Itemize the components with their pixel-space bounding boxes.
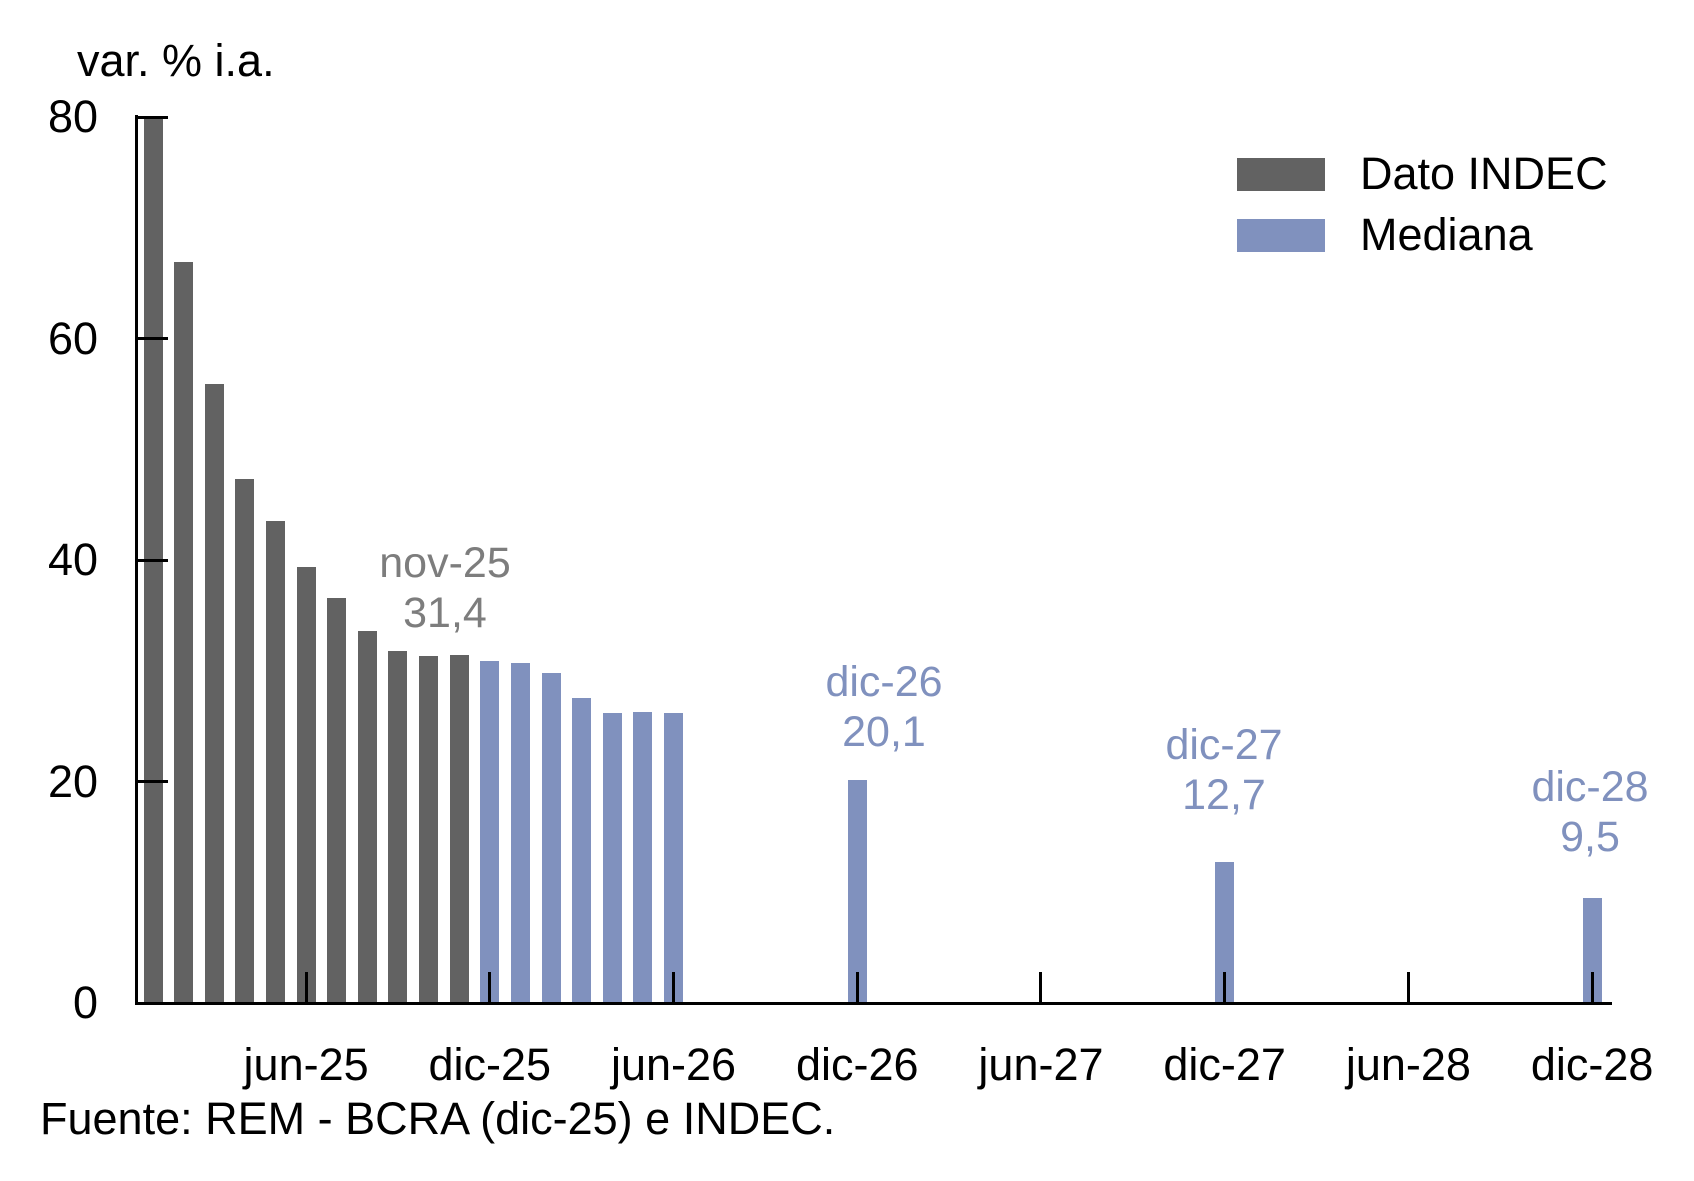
bar-jun-25 [296, 566, 316, 1003]
bar-dic-27 [1215, 862, 1235, 1003]
legend-swatch-mediana [1237, 218, 1325, 252]
annotation-dic-28: dic-28 9,5 [1440, 762, 1694, 862]
x-tick-label-jun-26: jun-26 [610, 1039, 737, 1090]
x-tick-dic-25 [488, 971, 492, 1002]
bar-dic-25 [480, 660, 500, 1003]
bar-abr-26 [602, 712, 622, 1003]
bar-ene-26 [510, 662, 530, 1003]
bar-jun-26 [664, 712, 684, 1003]
bar-dic-26 [847, 780, 867, 1003]
annotation-line: dic-28 [1531, 763, 1649, 811]
bar-nov-25 [449, 655, 469, 1003]
legend-item-dato-indec: Dato INDEC [1237, 148, 1608, 199]
annotation-line: dic-27 [1165, 721, 1283, 769]
bar-sep-25 [388, 650, 408, 1003]
bar-dic-28 [1582, 897, 1602, 1003]
legend-label-dato-indec: Dato INDEC [1360, 148, 1608, 199]
x-tick-dic-27 [1223, 971, 1227, 1002]
x-tick-label-dic-27: dic-27 [1163, 1039, 1286, 1090]
bar-oct-25 [419, 656, 439, 1003]
y-tick-40 [135, 558, 168, 562]
y-tick-20 [135, 780, 168, 783]
x-tick-jun-26 [672, 971, 676, 1002]
source-note: Fuente: REM - BCRA (dic-25) e INDEC. [40, 1093, 836, 1144]
legend-label-mediana: Mediana [1360, 209, 1533, 260]
bar-may-26 [633, 711, 653, 1003]
annotation-line: 9,5 [1560, 813, 1620, 861]
bar-mar-25 [204, 383, 224, 1003]
y-tick-label-20: 20 [47, 755, 98, 807]
x-tick-label-dic-28: dic-28 [1530, 1039, 1654, 1090]
annotation-dic-27: dic-27 12,7 [1074, 720, 1374, 820]
y-tick-60 [135, 337, 168, 340]
x-tick-label-jun-28: jun-28 [1345, 1039, 1471, 1090]
x-tick-label-jun-25: jun-25 [243, 1039, 369, 1090]
x-tick-label-dic-26: dic-26 [795, 1039, 919, 1090]
x-tick-jun-28 [1406, 971, 1410, 1002]
annotation-dic-26: dic-26 20,1 [734, 657, 1034, 757]
x-tick-label-jun-27: jun-27 [978, 1039, 1104, 1090]
y-tick-label-80: 80 [47, 91, 98, 142]
bar-mar-26 [572, 698, 592, 1003]
y-tick-label-60: 60 [47, 312, 98, 364]
bar-jul-25 [327, 597, 347, 1003]
annotation-line: nov-25 [379, 539, 511, 587]
x-axis-line [135, 1001, 1612, 1005]
bar-ago-25 [357, 630, 377, 1003]
legend: Dato INDEC Mediana [1237, 148, 1608, 279]
annotation-line: 12,7 [1182, 771, 1266, 819]
bar-may-25 [265, 521, 285, 1003]
annotation-line: 20,1 [842, 708, 926, 756]
bar-abr-25 [235, 479, 255, 1003]
y-tick-label-40: 40 [47, 534, 98, 585]
legend-item-mediana: Mediana [1237, 209, 1608, 260]
y-axis-unit-label: var. % i.a. [77, 35, 275, 86]
x-tick-jun-25 [304, 971, 308, 1002]
annotation-line: 31,4 [403, 589, 487, 637]
x-tick-label-dic-25: dic-25 [428, 1039, 552, 1090]
x-tick-dic-28 [1590, 971, 1594, 1002]
bar-feb-25 [174, 262, 194, 1003]
bar-feb-26 [541, 672, 561, 1003]
y-tick-80 [135, 115, 168, 119]
x-tick-dic-26 [855, 971, 859, 1002]
y-tick-label-0: 0 [72, 977, 98, 1028]
x-tick-jun-27 [1039, 971, 1043, 1002]
annotation-line: dic-26 [825, 658, 943, 706]
annotation-nov-25: nov-25 31,4 [295, 538, 595, 638]
legend-swatch-dato-indec [1237, 157, 1325, 191]
